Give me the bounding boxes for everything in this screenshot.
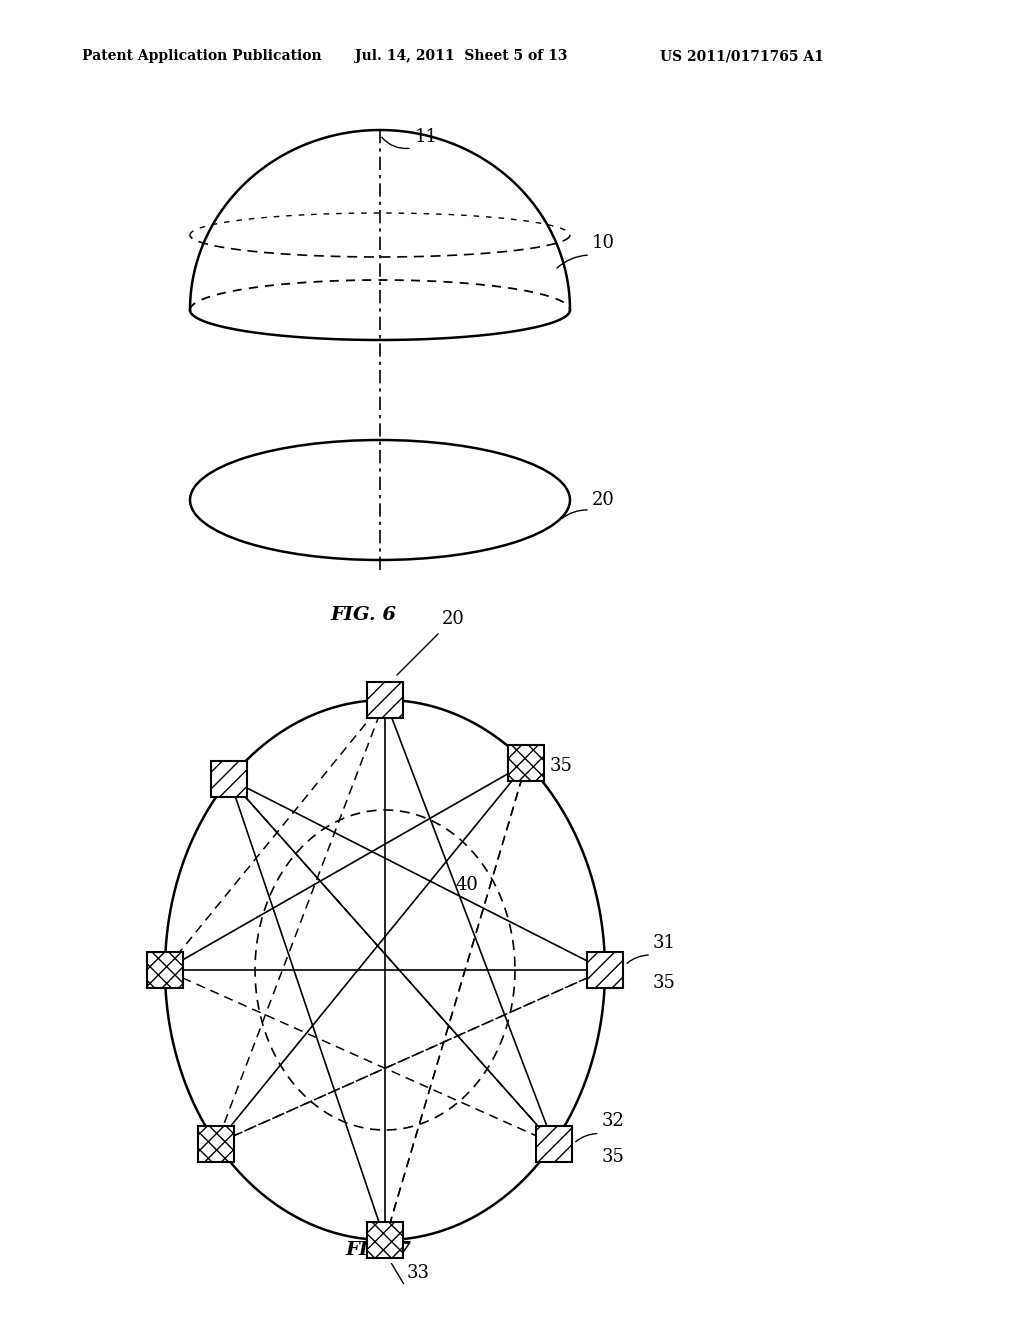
Bar bbox=[367, 1222, 403, 1258]
Text: 35: 35 bbox=[601, 1147, 625, 1166]
Text: Patent Application Publication: Patent Application Publication bbox=[82, 49, 322, 63]
Text: 40: 40 bbox=[455, 876, 478, 894]
Text: 31: 31 bbox=[653, 935, 676, 952]
Text: 20: 20 bbox=[592, 491, 614, 510]
Text: 10: 10 bbox=[592, 234, 615, 252]
Bar bbox=[147, 952, 183, 987]
Bar bbox=[587, 952, 623, 987]
Text: Jul. 14, 2011  Sheet 5 of 13: Jul. 14, 2011 Sheet 5 of 13 bbox=[355, 49, 567, 63]
Text: FIG. 7: FIG. 7 bbox=[345, 1241, 411, 1259]
Text: 20: 20 bbox=[442, 610, 465, 628]
Bar bbox=[367, 682, 403, 718]
Text: US 2011/0171765 A1: US 2011/0171765 A1 bbox=[660, 49, 824, 63]
Bar bbox=[199, 1126, 234, 1162]
Text: 33: 33 bbox=[407, 1265, 430, 1282]
Text: 32: 32 bbox=[601, 1111, 625, 1130]
Text: 35: 35 bbox=[653, 974, 676, 993]
Bar bbox=[536, 1126, 571, 1162]
Text: FIG. 6: FIG. 6 bbox=[330, 606, 396, 624]
Bar bbox=[508, 746, 545, 781]
Text: 35: 35 bbox=[550, 758, 572, 775]
Bar bbox=[211, 762, 248, 797]
Text: 11: 11 bbox=[415, 128, 438, 147]
